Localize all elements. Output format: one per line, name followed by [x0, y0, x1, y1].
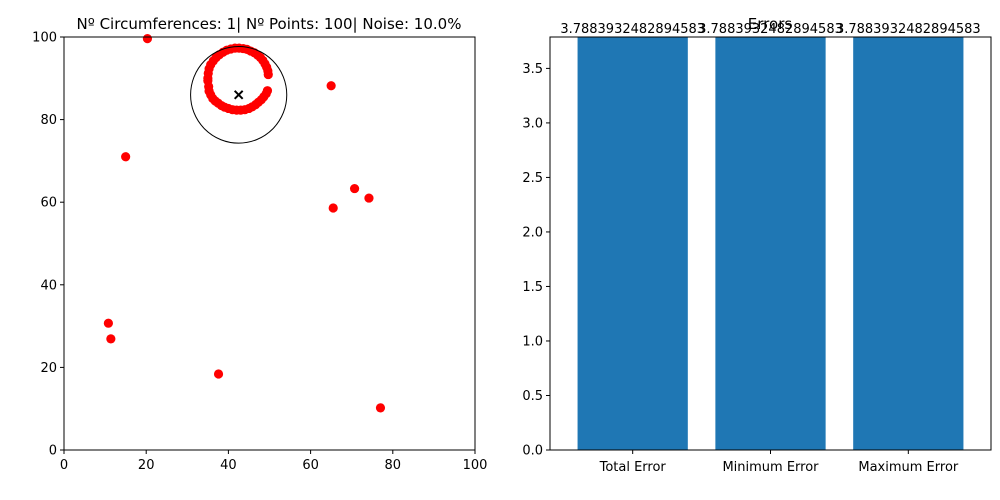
x-tick-label: 40: [220, 458, 237, 473]
data-point: [203, 68, 213, 78]
scatter-chart-title: Nº Circumferences: 1| Nº Points: 100| No…: [77, 15, 462, 33]
data-point: [203, 76, 213, 86]
x-tick-label: Maximum Error: [858, 460, 959, 475]
data-point: [213, 369, 224, 379]
x-tick-label: Minimum Error: [722, 460, 819, 475]
x-tick-label: 20: [138, 458, 155, 473]
y-tick-label: 20: [40, 361, 57, 376]
center-marker-stroke: [233, 90, 244, 100]
data-point: [326, 81, 336, 91]
data-point: [142, 34, 153, 44]
x-tick-label: Total Error: [599, 460, 667, 475]
data-point: [121, 152, 131, 162]
data-point: [328, 203, 338, 213]
y-tick-label: 3.5: [522, 62, 543, 77]
y-tick-label: 0: [49, 444, 57, 459]
bar-chart: Errors 0.0 0.5 1.0 1.5 2.0 2.5 3.0 3.5 Total Err…: [522, 15, 992, 475]
bar-value-label: 3.7883932482894583: [836, 22, 981, 37]
fitted-circumference: [190, 45, 288, 144]
data-point: [364, 193, 374, 203]
y-tick-label: 80: [40, 113, 57, 128]
bar: [715, 36, 826, 450]
y-tick-label: 0.0: [522, 444, 543, 459]
bar: [577, 36, 688, 450]
bar-value-label: 3.7883932482894583: [560, 22, 705, 37]
scatter-chart: Nº Circumferences: 1| Nº Points: 100| No…: [32, 15, 487, 473]
bar-ticks: 0.0 0.5 1.0 1.5 2.0 2.5 3.0 3.5 Total Error Minim…: [522, 62, 959, 475]
y-tick-label: 1.5: [522, 280, 543, 295]
data-point: [262, 86, 273, 96]
x-tick-label: 80: [385, 458, 402, 473]
y-tick-label: 60: [40, 196, 57, 211]
y-tick-label: 40: [40, 278, 57, 293]
data-point: [106, 334, 116, 344]
data-point: [375, 403, 386, 413]
y-tick-label: 1.0: [522, 334, 543, 349]
y-tick-label: 2.5: [522, 171, 543, 186]
x-tick-label: 100: [463, 458, 488, 473]
x-tick-label: 0: [60, 458, 68, 473]
x-tick-label: 60: [302, 458, 319, 473]
scatter-axes-frame: [63, 36, 476, 451]
bar-marks: 3.78839324828945833.78839324828945833.78…: [560, 22, 981, 450]
y-tick-label: 100: [32, 31, 57, 46]
y-tick-label: 3.0: [522, 116, 543, 131]
data-point: [349, 183, 360, 194]
bar-chart-title: Errors: [748, 15, 793, 33]
center-marker: [233, 90, 244, 100]
bar-axes-frame: [549, 36, 992, 451]
y-tick-label: 0.5: [522, 389, 543, 404]
scatter-marks: [103, 34, 386, 413]
data-point: [103, 318, 113, 328]
bar: [853, 36, 964, 450]
scatter-ticks: 0 20 40 60 80 100 0 20 40 60 80 100: [32, 31, 487, 474]
y-tick-label: 2.0: [522, 225, 543, 240]
bar-value-label: 3.7883932482894583: [698, 22, 843, 37]
